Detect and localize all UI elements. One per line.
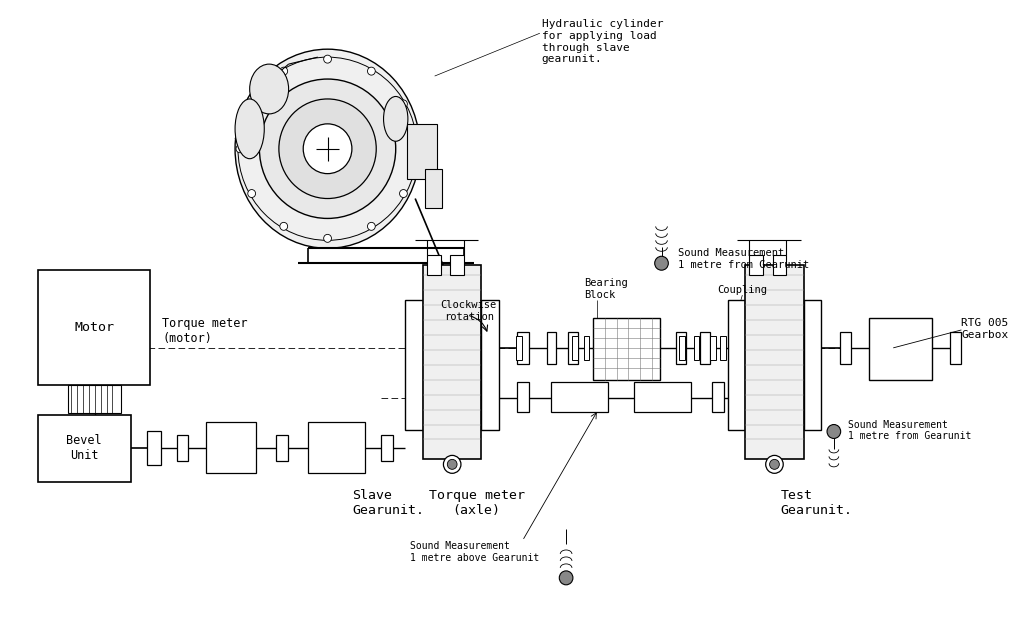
Bar [727,300,746,429]
Circle shape [279,67,288,75]
Circle shape [324,55,331,63]
Bar [552,382,608,411]
Bar [39,270,150,385]
Circle shape [368,223,375,230]
Bar [700,332,710,364]
Bar [39,415,131,482]
Bar [710,336,716,360]
Bar [450,256,464,275]
Bar [746,265,804,460]
Bar [547,332,557,364]
Circle shape [411,145,419,153]
Ellipse shape [384,96,407,141]
Bar [423,265,482,460]
Text: Hydraulic cylinder
for applying load
through slave
gearunit.: Hydraulic cylinder for applying load thr… [542,19,663,64]
Text: Torque meter
(axle): Torque meter (axle) [429,489,524,517]
Bar [482,300,499,429]
Bar [679,336,685,360]
Circle shape [559,571,573,585]
Circle shape [399,190,407,198]
Bar [206,422,256,474]
Bar [427,256,441,275]
Bar [568,332,578,364]
Bar [517,382,529,411]
Bar [869,318,933,380]
Text: Sound Measurement
1 metre above Gearunit: Sound Measurement 1 metre above Gearunit [410,541,539,562]
Bar [177,436,188,462]
Bar [381,436,393,462]
Bar [720,336,725,360]
Text: Coupling: Coupling [717,285,767,295]
Circle shape [447,460,457,469]
Circle shape [303,124,352,174]
Text: Clockwise
rotation: Clockwise rotation [441,300,497,321]
Bar [405,300,423,429]
Circle shape [279,223,288,230]
Text: Test
Gearunit.: Test Gearunit. [780,489,852,517]
Circle shape [654,256,669,270]
Bar [950,332,961,364]
Bar [516,336,522,360]
Circle shape [278,99,376,198]
Text: Bearing
Block: Bearing Block [583,278,627,300]
Bar [308,422,365,474]
Text: Sound Measurement
1 metre from Gearunit: Sound Measurement 1 metre from Gearunit [678,249,810,270]
Bar [583,336,589,360]
Text: Motor: Motor [75,321,115,335]
Bar [147,432,162,465]
Bar [839,332,851,364]
Bar [572,336,578,360]
Bar [517,332,529,364]
Bar [804,300,821,429]
Bar [68,385,121,413]
Ellipse shape [250,64,289,114]
Bar [749,256,763,275]
Bar [407,124,437,179]
Circle shape [248,100,256,108]
Text: Torque meter
(motor): Torque meter (motor) [162,317,248,345]
Bar [634,382,691,411]
Circle shape [259,79,395,219]
Text: Bevel
Unit: Bevel Unit [66,434,102,462]
Bar [425,169,442,209]
Circle shape [399,100,407,108]
Circle shape [368,67,375,75]
Bar [712,382,723,411]
Bar [593,318,659,380]
Circle shape [769,460,779,469]
Circle shape [236,145,244,153]
Circle shape [766,455,783,474]
Bar [276,436,288,462]
Circle shape [248,190,256,198]
Bar [772,256,786,275]
Circle shape [827,425,840,439]
Ellipse shape [235,49,420,249]
Circle shape [324,235,331,242]
Bar [694,336,699,360]
Text: Slave
Gearunit.: Slave Gearunit. [352,489,424,517]
Text: RTG 005
Gearbox: RTG 005 Gearbox [961,318,1009,340]
Text: Sound Measurement
1 metre from Gearunit: Sound Measurement 1 metre from Gearunit [848,420,972,441]
Ellipse shape [235,99,264,158]
Bar [676,332,686,364]
Circle shape [443,455,461,474]
